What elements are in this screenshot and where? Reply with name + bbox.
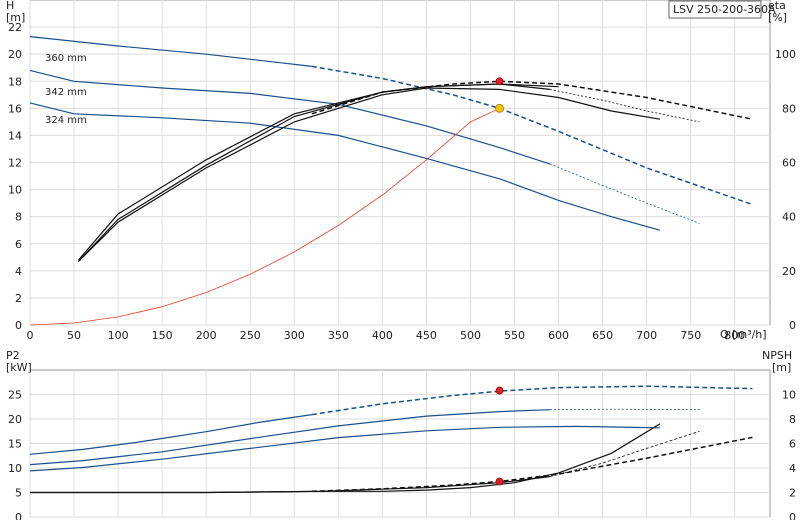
y-left-tick-label: 2	[15, 292, 22, 305]
p2-tick-label: 25	[8, 389, 22, 402]
efficiency-curve-0	[78, 87, 661, 262]
y-left-label-unit: [m]	[6, 11, 25, 24]
x-tick-label: 500	[460, 329, 481, 342]
power-point-marker	[495, 386, 504, 395]
title-box	[668, 0, 762, 19]
x-tick-label: 750	[680, 329, 701, 342]
head-curve-2	[29, 69, 550, 165]
npsh-label-unit: [m]	[772, 361, 791, 374]
y-left-tick-label: 20	[8, 48, 22, 61]
p2-tick-label: 20	[8, 413, 22, 426]
x-tick-label: 800	[724, 329, 745, 342]
power-curve-3	[549, 408, 700, 411]
p2-tick-label: 5	[15, 487, 22, 500]
head-curve-4	[29, 102, 661, 231]
x-tick-label: 0	[27, 329, 34, 342]
x-tick-label: 300	[284, 329, 305, 342]
head-curve-3	[549, 163, 700, 224]
efficiency-point-marker	[495, 77, 504, 86]
y-left-tick-label: 14	[8, 129, 22, 142]
y-left-tick-label: 4	[15, 265, 22, 278]
x-tick-label: 200	[196, 329, 217, 342]
x-tick-label: 400	[372, 329, 393, 342]
npsh-tick-label: 2	[789, 487, 796, 500]
duty-point-marker	[495, 103, 504, 113]
y-left-tick-label: 22	[8, 21, 22, 34]
p2-tick-label: 10	[8, 462, 22, 475]
power-curve-4	[29, 425, 660, 472]
npsh-tick-label: 10	[782, 389, 796, 402]
y-right-tick-label: 80	[782, 102, 796, 115]
system-curve-0	[29, 107, 500, 326]
p2-tick-label: 15	[8, 438, 22, 451]
y-right-tick-label: 0	[789, 319, 796, 332]
chart-title: LSV 250-200-360A	[673, 3, 776, 16]
y-left-tick-label: 0	[15, 319, 22, 332]
y-right-tick-label: 40	[782, 211, 796, 224]
y-right-label-unit: [%]	[768, 11, 787, 24]
y-right-tick-label: 60	[782, 157, 796, 170]
y-left-label-symbol: H	[6, 0, 14, 12]
x-tick-label: 600	[548, 329, 569, 342]
y-left-tick-label: 8	[15, 211, 22, 224]
y-left-tick-label: 18	[8, 75, 22, 88]
curve-label-324: 324 mm	[45, 115, 87, 126]
x-tick-label: 50	[67, 329, 81, 342]
p2-tick-label: 0	[15, 511, 22, 520]
npsh-curve-0	[30, 423, 661, 494]
x-tick-label: 250	[240, 329, 261, 342]
npsh-curve-3	[311, 436, 753, 493]
efficiency-curve-3	[78, 83, 559, 261]
x-tick-label: 550	[504, 329, 525, 342]
efficiency-curve-2	[549, 89, 700, 123]
power-curve-0	[29, 414, 312, 455]
y-right-tick-label: 100	[775, 48, 796, 61]
y-left-tick-label: 6	[15, 238, 22, 251]
y-left-tick-label: 10	[8, 184, 22, 197]
x-tick-label: 650	[592, 329, 613, 342]
x-tick-label: 700	[636, 329, 657, 342]
x-tick-label: 150	[152, 329, 173, 342]
npsh-curve-1	[30, 476, 550, 494]
npsh-curve-2	[549, 430, 700, 477]
npsh-point-marker	[495, 477, 504, 486]
power-curve-1	[311, 385, 753, 416]
x-tick-label: 450	[416, 329, 437, 342]
x-tick-label: 350	[328, 329, 349, 342]
power-curve-2	[29, 409, 550, 466]
curve-label-342: 342 mm	[45, 87, 87, 98]
npsh-tick-label: 0	[789, 511, 796, 520]
npsh-tick-label: 4	[789, 462, 796, 475]
head-curve-0	[29, 36, 312, 67]
y-left-tick-label: 16	[8, 102, 22, 115]
x-axis-label: Q [m³/h]	[720, 328, 767, 341]
p2-label-unit: [kW]	[6, 361, 32, 374]
npsh-tick-label: 6	[789, 438, 796, 451]
p2-label-symbol: P2	[6, 349, 20, 362]
y-left-tick-label: 12	[8, 157, 22, 170]
y-right-label-symbol: eta	[768, 0, 786, 12]
curve-label-360: 360 mm	[45, 53, 87, 64]
efficiency-curve-4	[311, 80, 753, 120]
npsh-label-symbol: NPSH	[762, 349, 792, 362]
y-right-tick-label: 20	[782, 265, 796, 278]
npsh-tick-label: 8	[789, 413, 796, 426]
x-tick-label: 100	[108, 329, 129, 342]
